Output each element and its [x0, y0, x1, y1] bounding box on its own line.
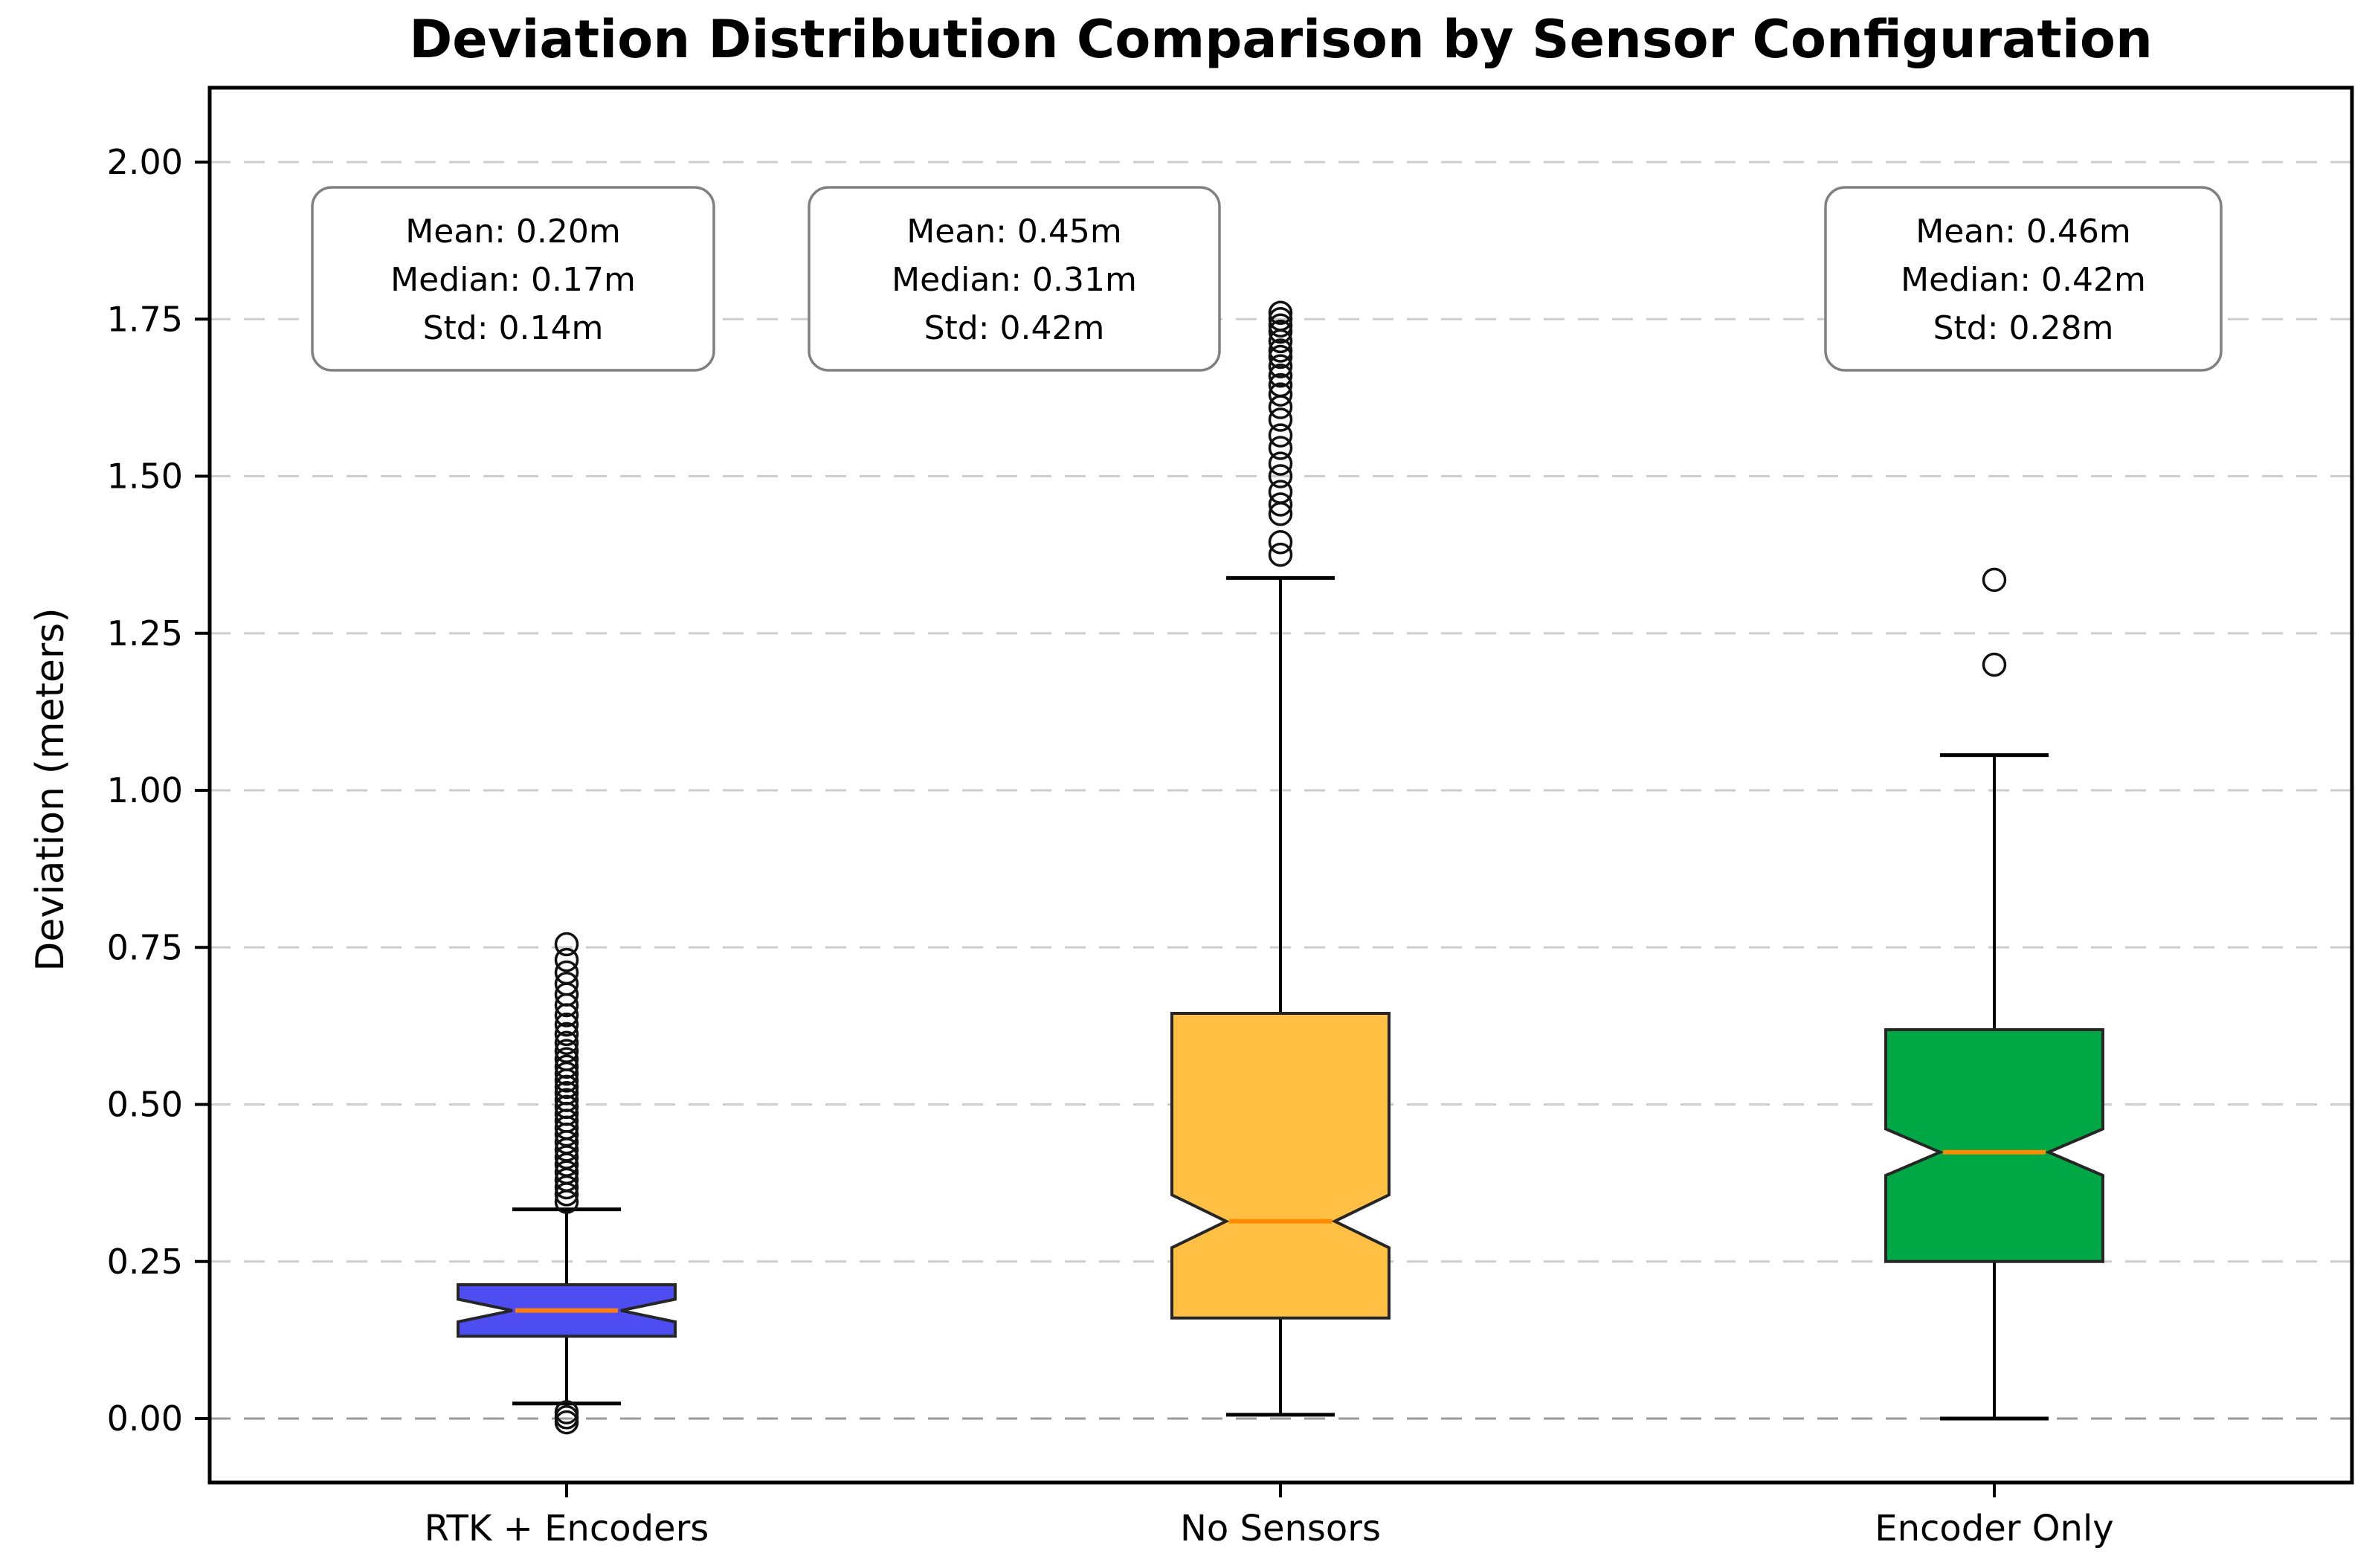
outlier-point [554, 972, 579, 996]
outlier-point [1268, 307, 1293, 332]
outlier-point [554, 1030, 579, 1055]
outlier-point [554, 932, 579, 957]
outlier-point [1268, 451, 1293, 476]
x-tick-label: No Sensors [1180, 1508, 1381, 1549]
x-tick-label: Encoder Only [1875, 1508, 2113, 1549]
outlier-point [554, 1094, 579, 1120]
stats-box [311, 186, 715, 372]
outlier-point [1268, 407, 1293, 432]
y-tick-label: 1.50 [107, 456, 183, 497]
outlier-point [1268, 382, 1293, 407]
y-tick-label: 0.50 [107, 1085, 183, 1125]
outlier-point [554, 1012, 579, 1037]
outlier-point [554, 960, 579, 985]
y-tick-label: 1.75 [107, 299, 183, 339]
outlier-point [554, 1081, 579, 1106]
outlier-point [1268, 492, 1293, 517]
stats-line: Mean: 0.45m [906, 213, 1122, 251]
y-tick-label: 0.75 [107, 927, 183, 967]
stats-line: Std: 0.42m [924, 309, 1105, 347]
stats-box [1824, 186, 2223, 372]
y-tick-label: 2.00 [107, 142, 183, 182]
y-tick-label: 0.00 [107, 1398, 183, 1439]
outlier-point [554, 1039, 579, 1063]
outlier-point [1268, 344, 1293, 370]
outlier-point [554, 1054, 579, 1080]
outlier-point [554, 947, 579, 972]
outlier-point [1982, 567, 2007, 593]
stats-line: Median: 0.17m [390, 261, 636, 299]
stats-line: Median: 0.31m [892, 261, 1137, 299]
outlier-point [1268, 300, 1293, 326]
y-tick-label: 1.00 [107, 770, 183, 810]
outlier-point [1268, 480, 1293, 504]
outlier-point [1268, 529, 1293, 555]
outlier-point [1268, 354, 1293, 378]
stats-line: Std: 0.14m [423, 309, 604, 347]
stats-box [808, 186, 1221, 372]
box-2 [1170, 1011, 1391, 1320]
stats-line: Mean: 0.20m [405, 213, 621, 251]
outlier-point [1268, 423, 1293, 448]
outlier-point [1268, 364, 1293, 388]
outlier-point [554, 1047, 579, 1071]
outlier-point [554, 1405, 579, 1430]
outlier-point [1268, 313, 1293, 338]
outlier-point [1268, 338, 1293, 363]
outlier-point [1268, 542, 1293, 567]
outlier-point [554, 1410, 579, 1435]
x-tick-label: RTK + Encoders [425, 1508, 709, 1549]
stats-line: Std: 0.28m [1933, 309, 2114, 347]
y-tick-label: 0.25 [107, 1242, 183, 1282]
box-3 [1884, 1027, 2104, 1263]
outlier-point [1268, 319, 1293, 344]
stats-line: Median: 0.42m [1901, 261, 2146, 299]
outlier-point [1268, 372, 1293, 398]
axes-frame [207, 86, 2354, 1485]
outlier-point [554, 1074, 579, 1100]
chart-title: Deviation Distribution Comparison by Sen… [409, 9, 2153, 70]
outlier-point [1268, 395, 1293, 419]
outlier-point [554, 1022, 579, 1047]
outlier-point [1268, 436, 1293, 460]
y-tick-label: 1.25 [107, 613, 183, 654]
outlier-point [554, 1088, 579, 1112]
outlier-point [1982, 652, 2007, 677]
outlier-point [1268, 464, 1293, 488]
stats-line: Mean: 0.46m [1915, 213, 2131, 251]
